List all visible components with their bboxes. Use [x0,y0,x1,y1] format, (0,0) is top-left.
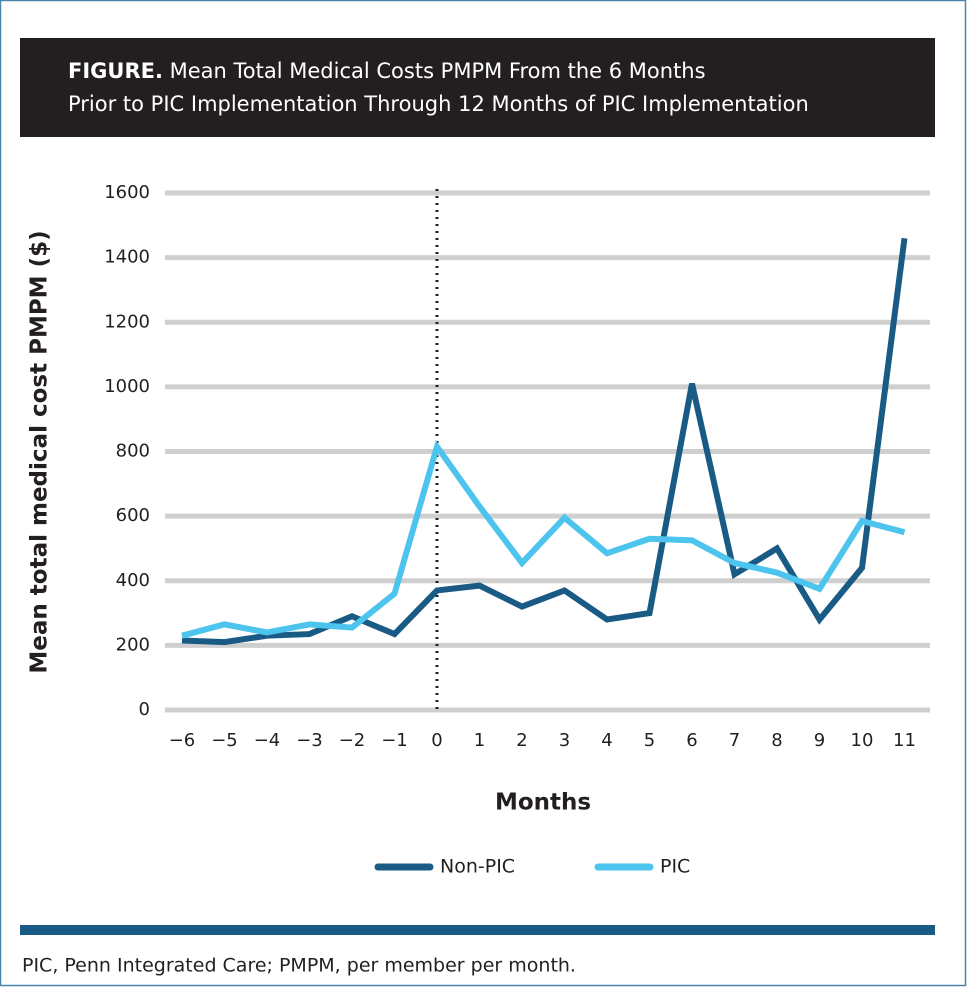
x-tick-label: −6 [169,730,196,751]
x-tick-label: −3 [296,730,323,751]
legend-label: Non-PIC [440,856,515,878]
x-tick-label: −2 [339,730,366,751]
x-tick-label: 0 [431,730,442,751]
x-tick-label: −1 [381,730,408,751]
x-tick-label: 9 [814,730,825,751]
x-tick-label: 11 [893,730,916,751]
legend-label: PIC [660,856,690,878]
y-tick-label: 400 [116,570,150,591]
series-line [181,439,906,639]
y-tick-label: 1200 [104,311,150,332]
series-line [181,237,908,646]
x-tick-label: 7 [729,730,740,751]
x-tick-label: 6 [686,730,697,751]
x-tick-label: −5 [211,730,238,751]
x-tick-label: 5 [644,730,655,751]
x-tick-label: −4 [254,730,281,751]
x-axis-label: Months [495,790,591,816]
footer-rule [20,925,935,935]
y-tick-label: 0 [139,699,150,720]
chart-title-line2: Prior to PIC Implementation Through 12 M… [68,92,809,116]
y-axis-label: Mean total medical cost PMPM ($) [27,230,53,673]
chart-title-line1: FIGURE. Mean Total Medical Costs PMPM Fr… [68,59,706,83]
title-box [20,38,935,137]
x-tick-label: 10 [851,730,874,751]
x-tick-label: 4 [601,730,612,751]
title-part: Mean Total Medical Costs PMPM From the 6… [170,59,706,83]
footnote: PIC, Penn Integrated Care; PMPM, per mem… [22,955,576,977]
y-tick-label: 800 [116,441,150,462]
x-tick-label: 2 [516,730,527,751]
x-tick-label: 3 [559,730,570,751]
title-label: FIGURE. [68,59,163,83]
y-tick-label: 1400 [104,247,150,268]
y-tick-label: 1000 [104,376,150,397]
x-tick-label: 1 [474,730,485,751]
y-tick-label: 200 [116,634,150,655]
x-tick-label: 8 [771,730,782,751]
y-tick-label: 1600 [104,182,150,203]
y-tick-label: 600 [116,505,150,526]
